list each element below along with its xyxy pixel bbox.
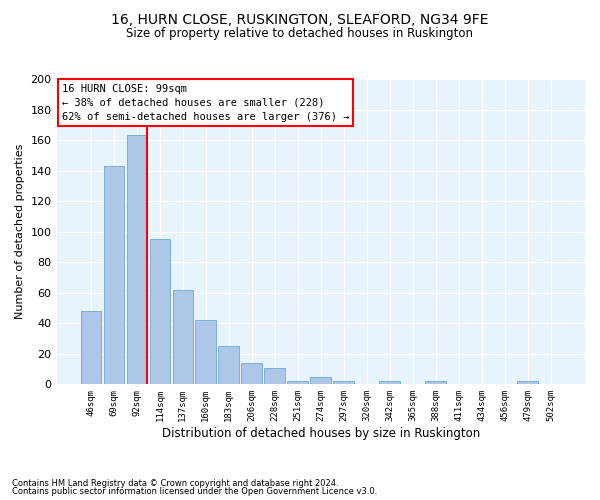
Y-axis label: Number of detached properties: Number of detached properties bbox=[15, 144, 25, 320]
Text: Contains public sector information licensed under the Open Government Licence v3: Contains public sector information licen… bbox=[12, 487, 377, 496]
X-axis label: Distribution of detached houses by size in Ruskington: Distribution of detached houses by size … bbox=[161, 427, 480, 440]
Bar bbox=[241, 363, 262, 384]
Bar bbox=[265, 368, 285, 384]
Text: Contains HM Land Registry data © Crown copyright and database right 2024.: Contains HM Land Registry data © Crown c… bbox=[12, 478, 338, 488]
Bar bbox=[334, 382, 354, 384]
Text: 16 HURN CLOSE: 99sqm
← 38% of detached houses are smaller (228)
62% of semi-deta: 16 HURN CLOSE: 99sqm ← 38% of detached h… bbox=[62, 84, 349, 122]
Bar bbox=[218, 346, 239, 385]
Bar bbox=[104, 166, 124, 384]
Text: 16, HURN CLOSE, RUSKINGTON, SLEAFORD, NG34 9FE: 16, HURN CLOSE, RUSKINGTON, SLEAFORD, NG… bbox=[111, 12, 489, 26]
Bar bbox=[196, 320, 216, 384]
Text: Size of property relative to detached houses in Ruskington: Size of property relative to detached ho… bbox=[127, 28, 473, 40]
Bar bbox=[379, 382, 400, 384]
Bar bbox=[310, 376, 331, 384]
Bar bbox=[173, 290, 193, 384]
Bar bbox=[149, 240, 170, 384]
Bar bbox=[425, 382, 446, 384]
Bar bbox=[517, 382, 538, 384]
Bar bbox=[287, 382, 308, 384]
Bar bbox=[80, 311, 101, 384]
Bar bbox=[127, 136, 147, 384]
